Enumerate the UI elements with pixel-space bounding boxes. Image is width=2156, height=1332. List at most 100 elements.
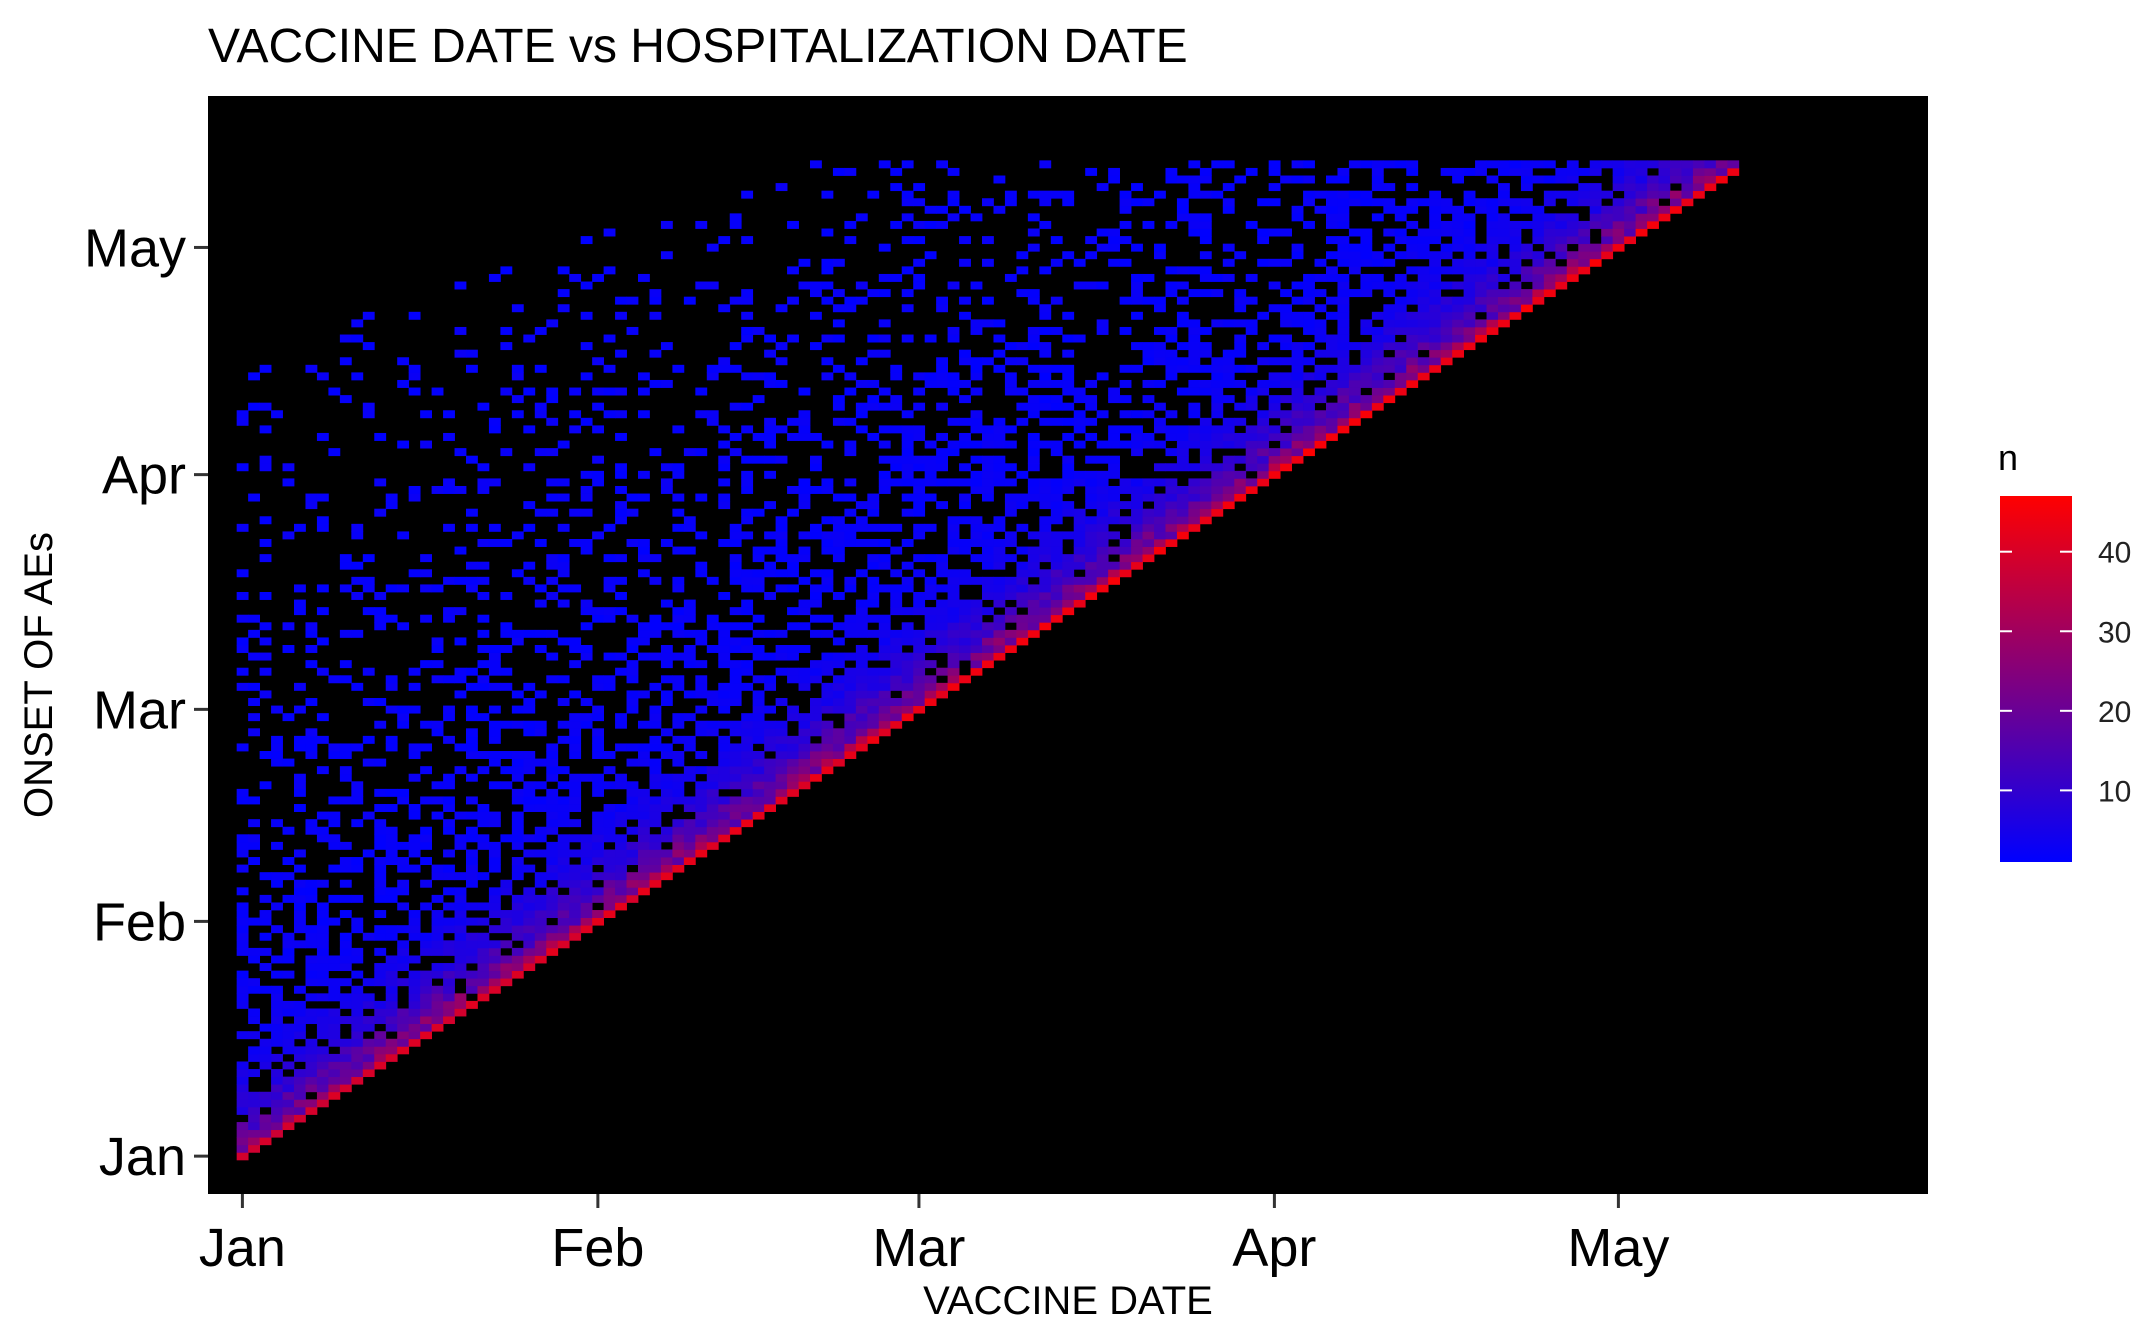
heatmap-cell bbox=[1394, 296, 1407, 305]
heatmap-cell bbox=[1050, 584, 1063, 593]
heatmap-cell bbox=[810, 455, 822, 464]
heatmap-cell bbox=[1486, 198, 1499, 207]
heatmap-cell bbox=[1406, 167, 1419, 176]
heatmap-cell bbox=[936, 304, 948, 313]
heatmap-cell bbox=[729, 826, 742, 835]
heatmap-cell bbox=[1670, 167, 1682, 176]
heatmap-cell bbox=[1486, 213, 1499, 222]
heatmap-cell bbox=[729, 402, 742, 411]
heatmap-cell bbox=[970, 478, 983, 487]
heatmap-cell bbox=[523, 728, 536, 737]
heatmap-cell bbox=[316, 993, 329, 1002]
heatmap-cell bbox=[890, 713, 903, 722]
heatmap-cell bbox=[1211, 493, 1224, 502]
heatmap-cell bbox=[1027, 364, 1040, 373]
heatmap-cell bbox=[1004, 463, 1017, 472]
heatmap-cell bbox=[787, 554, 799, 563]
heatmap-cell bbox=[1096, 538, 1109, 547]
heatmap-cell bbox=[982, 561, 994, 570]
heatmap-cell bbox=[993, 538, 1006, 547]
heatmap-cell bbox=[534, 932, 547, 941]
heatmap-cell bbox=[982, 470, 994, 479]
heatmap-cell bbox=[248, 652, 260, 661]
heatmap-cell bbox=[454, 546, 467, 555]
heatmap-cell bbox=[1222, 205, 1235, 214]
heatmap-cell bbox=[1348, 160, 1361, 169]
heatmap-cell bbox=[741, 645, 754, 653]
heatmap-cell bbox=[1222, 273, 1235, 282]
heatmap-cell bbox=[466, 879, 478, 888]
heatmap-cell bbox=[580, 485, 593, 494]
heatmap-cell bbox=[741, 667, 754, 676]
heatmap-cell bbox=[454, 872, 467, 881]
heatmap-cell bbox=[615, 887, 627, 896]
heatmap-cell bbox=[362, 410, 375, 419]
heatmap-cell bbox=[683, 660, 696, 669]
heatmap-cell bbox=[236, 569, 249, 578]
heatmap-cell bbox=[362, 978, 375, 987]
heatmap-cell bbox=[775, 183, 788, 192]
heatmap-cell bbox=[775, 546, 788, 555]
heatmap-cell bbox=[1498, 296, 1510, 305]
heatmap-cell bbox=[534, 538, 547, 547]
heatmap-cell bbox=[603, 849, 616, 858]
heatmap-cell bbox=[1257, 448, 1270, 457]
heatmap-cell bbox=[557, 819, 570, 828]
heatmap-cell bbox=[546, 319, 559, 328]
heatmap-cell bbox=[729, 675, 742, 684]
heatmap-cell bbox=[1199, 220, 1212, 229]
heatmap-cell bbox=[362, 607, 375, 616]
heatmap-cell bbox=[867, 675, 880, 684]
heatmap-cell bbox=[236, 645, 249, 653]
heatmap-cell bbox=[1475, 304, 1487, 313]
heatmap-cell bbox=[626, 538, 639, 547]
heatmap-cell bbox=[1222, 364, 1235, 373]
heatmap-cell bbox=[718, 766, 731, 775]
heatmap-cell bbox=[1211, 508, 1224, 517]
heatmap-cell bbox=[1291, 417, 1304, 426]
heatmap-cell bbox=[1108, 508, 1120, 517]
heatmap-cell bbox=[1096, 281, 1109, 290]
heatmap-cell bbox=[385, 978, 398, 987]
heatmap-cell bbox=[534, 781, 547, 790]
heatmap-cell bbox=[328, 894, 341, 903]
heatmap-cell bbox=[1176, 319, 1189, 328]
heatmap-cell bbox=[626, 796, 639, 805]
heatmap-cell bbox=[454, 947, 467, 956]
heatmap-cell bbox=[1371, 198, 1384, 207]
heatmap-cell bbox=[294, 1046, 306, 1055]
heatmap-cell bbox=[466, 743, 478, 752]
heatmap-cell bbox=[855, 614, 868, 623]
heatmap-cell bbox=[1268, 160, 1281, 169]
heatmap-cell bbox=[477, 576, 490, 585]
heatmap-cell bbox=[1578, 243, 1591, 252]
heatmap-cell bbox=[1108, 493, 1120, 502]
x-tick-label: May bbox=[1567, 1218, 1669, 1278]
heatmap-cell bbox=[1073, 387, 1086, 396]
heatmap-cell bbox=[305, 1099, 318, 1108]
heatmap-cell bbox=[913, 372, 926, 381]
heatmap-cell bbox=[832, 758, 845, 767]
heatmap-cell bbox=[1142, 410, 1155, 419]
heatmap-cell bbox=[1165, 432, 1178, 441]
heatmap-cell bbox=[488, 955, 501, 964]
heatmap-cell bbox=[1612, 183, 1625, 192]
heatmap-cell bbox=[294, 743, 306, 752]
heatmap-cell bbox=[351, 523, 364, 532]
heatmap-cell bbox=[294, 1099, 306, 1108]
heatmap-cell bbox=[1371, 326, 1384, 335]
heatmap-cell bbox=[1188, 440, 1201, 449]
heatmap-cell bbox=[1131, 296, 1143, 305]
heatmap-cell bbox=[798, 410, 811, 419]
heatmap-cell bbox=[408, 1000, 421, 1009]
heatmap-cell bbox=[1440, 319, 1453, 328]
heatmap-cell bbox=[477, 713, 490, 722]
heatmap-cell bbox=[947, 614, 960, 623]
heatmap-cell bbox=[878, 554, 891, 563]
heatmap-cell bbox=[443, 963, 455, 972]
heatmap-cell bbox=[959, 395, 971, 404]
heatmap-cell bbox=[374, 1053, 387, 1062]
heatmap-cell bbox=[982, 591, 994, 600]
heatmap-cell bbox=[454, 675, 467, 684]
